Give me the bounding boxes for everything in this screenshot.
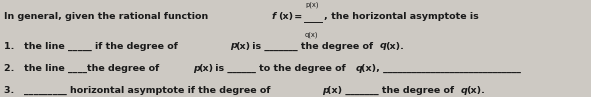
Text: the horizontal asymptote is: the horizontal asymptote is bbox=[328, 12, 479, 21]
Text: q: q bbox=[461, 86, 467, 95]
Text: p: p bbox=[322, 86, 329, 95]
Text: (x), _____________________________: (x), _____________________________ bbox=[361, 64, 521, 73]
Text: is _______ the degree of: is _______ the degree of bbox=[249, 42, 377, 51]
Text: is ______ to the degree of: is ______ to the degree of bbox=[212, 64, 349, 73]
Text: p(x): p(x) bbox=[305, 2, 319, 8]
Text: p: p bbox=[193, 64, 199, 73]
Text: (x): (x) bbox=[198, 64, 213, 73]
Text: 2.   the line ____the degree of: 2. the line ____the degree of bbox=[4, 64, 162, 73]
Text: (x): (x) bbox=[278, 12, 293, 21]
Text: (x).: (x). bbox=[385, 42, 404, 51]
Text: q: q bbox=[355, 64, 362, 73]
Text: (x): (x) bbox=[235, 42, 251, 51]
Text: (x).: (x). bbox=[466, 86, 485, 95]
Text: p: p bbox=[230, 42, 236, 51]
Text: =: = bbox=[291, 12, 303, 21]
Text: In general, given the rational function: In general, given the rational function bbox=[4, 12, 211, 21]
Text: (x) _______ the degree of: (x) _______ the degree of bbox=[327, 86, 458, 95]
Text: q(x): q(x) bbox=[305, 32, 319, 38]
Text: f: f bbox=[272, 12, 276, 21]
Text: 3.   _________ horizontal asymptote if the degree of: 3. _________ horizontal asymptote if the… bbox=[4, 86, 273, 95]
Text: ,: , bbox=[323, 12, 327, 21]
Text: q: q bbox=[380, 42, 387, 51]
Text: 1.   the line _____ if the degree of: 1. the line _____ if the degree of bbox=[4, 42, 181, 51]
